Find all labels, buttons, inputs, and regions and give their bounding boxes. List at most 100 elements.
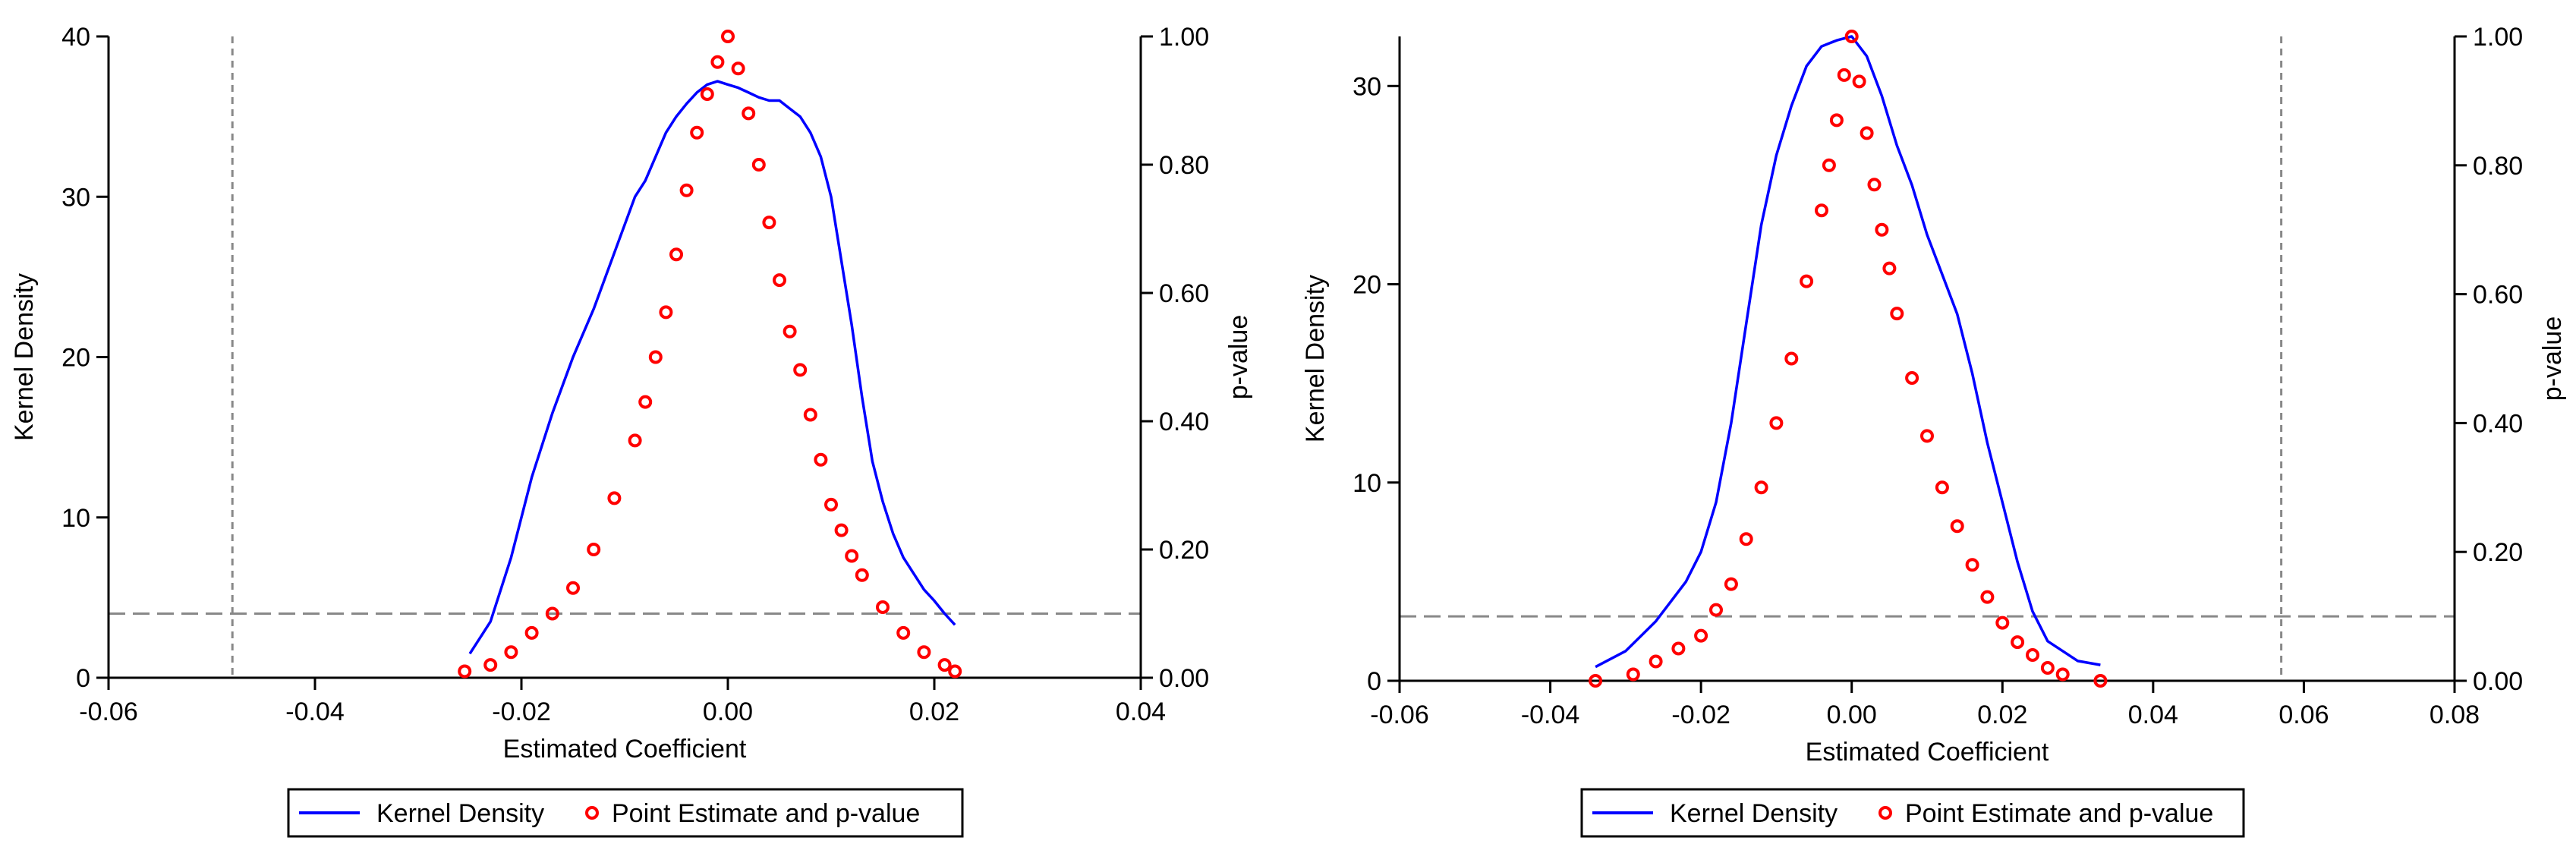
x-tick-label: 0.08 xyxy=(2430,701,2480,729)
point-estimate-marker xyxy=(545,606,559,621)
x-tick-label: 0.04 xyxy=(2128,701,2178,729)
point-estimate-marker xyxy=(2040,661,2055,675)
right-y-tick-label: 0.80 xyxy=(2473,152,2523,181)
point-estimate-marker xyxy=(566,581,580,595)
point-estimate-marker xyxy=(1935,480,1949,495)
point-estimate-marker xyxy=(1920,429,1934,443)
kernel-density-line xyxy=(1595,35,2101,669)
point-estimate-marker xyxy=(587,543,601,556)
point-estimate-marker xyxy=(876,600,890,614)
x-tick-label: 0.02 xyxy=(1977,701,2027,729)
point-estimate-marker xyxy=(1995,616,2010,630)
point-estimate-marker xyxy=(742,106,756,121)
point-estimate-marker xyxy=(1649,654,1663,669)
point-estimate-marker xyxy=(1626,667,1640,682)
point-estimate-marker xyxy=(1965,558,1979,572)
point-estimate-marker xyxy=(751,158,766,172)
point-estimate-marker xyxy=(773,273,786,288)
point-estimate-marker xyxy=(607,491,622,505)
point-estimate-marker xyxy=(1709,603,1723,617)
right-y-tick-label: 0.40 xyxy=(1159,408,1209,436)
x-tick-label: 0.02 xyxy=(909,697,959,726)
point-estimate-marker xyxy=(1754,480,1768,495)
kernel-density-line xyxy=(468,80,956,655)
point-estimate-marker xyxy=(1739,532,1753,546)
point-estimate-marker xyxy=(1837,68,1851,82)
legend-label-point-estimate: Point Estimate and p-value xyxy=(1905,799,2213,828)
point-estimate-marker xyxy=(1867,178,1882,192)
point-estimate-marker xyxy=(793,363,808,377)
point-estimate-marker xyxy=(731,61,745,76)
point-estimate-marker xyxy=(1671,641,1686,656)
x-tick-label: -0.04 xyxy=(285,697,345,726)
point-estimate-marker xyxy=(504,645,518,660)
point-estimate-marker xyxy=(721,30,735,43)
legend: Kernel Density Point Estimate and p-value xyxy=(1580,788,2245,838)
right-y-tick-label: 0.20 xyxy=(2473,538,2523,567)
point-estimate-marker xyxy=(1769,416,1784,430)
point-estimate-marker xyxy=(845,549,859,563)
right-y-tick-label: 0.80 xyxy=(1159,151,1209,180)
point-estimate-marker xyxy=(1815,203,1828,218)
point-estimate-marker xyxy=(2055,667,2070,682)
point-estimate-marker xyxy=(1890,307,1904,321)
point-estimate-marker xyxy=(1784,351,1799,366)
point-estimate-marker xyxy=(896,625,911,640)
right-y-tick-label: 0.20 xyxy=(1159,536,1209,565)
point-estimate-marker xyxy=(1800,274,1814,288)
right-chart-panel: -0.06 -0.04 -0.02 0.00 0.02 0.04 0.06 0.08 0 10 20… xyxy=(1301,23,2567,838)
point-estimate-marker xyxy=(638,395,653,409)
point-estimate-marker xyxy=(948,664,962,679)
point-estimate-marker xyxy=(2093,674,2108,688)
point-estimate-marker xyxy=(2011,635,2025,650)
point-estimate-marker xyxy=(1724,577,1738,591)
left-y-tick-label: 0 xyxy=(76,664,90,693)
point-estimate-marker xyxy=(917,645,931,660)
point-estimate-marker xyxy=(1822,158,1836,172)
legend-label-kernel-density: Kernel Density xyxy=(376,799,544,828)
x-tick-label: 0.06 xyxy=(2278,701,2329,729)
point-estimate-marker xyxy=(803,408,817,422)
legend-label-kernel-density: Kernel Density xyxy=(1670,799,1838,828)
point-estimate-marker xyxy=(1829,113,1844,128)
x-tick-label: -0.02 xyxy=(1671,701,1730,729)
left-y-tick-label: 10 xyxy=(1353,469,1381,498)
right-y-tick-label: 0.40 xyxy=(2473,409,2523,438)
point-estimate-marker xyxy=(1844,30,1859,43)
left-y-axis-title: Kernel Density xyxy=(10,273,39,441)
x-tick-label: 0.00 xyxy=(703,697,753,726)
left-y-axis-title: Kernel Density xyxy=(1301,275,1330,442)
left-y-tick-label: 40 xyxy=(61,23,90,52)
point-estimate-marker xyxy=(628,433,642,448)
legend-marker-swatch xyxy=(1878,806,1892,820)
legend-frame xyxy=(1580,788,2245,838)
point-estimate-marker xyxy=(937,658,952,672)
point-estimate-marker xyxy=(1860,126,1874,140)
point-estimate-marker xyxy=(1694,628,1708,643)
x-tick-label: -0.06 xyxy=(1370,701,1429,729)
point-estimate-marker xyxy=(458,664,472,679)
x-axis-title: Estimated Coefficient xyxy=(1806,738,2049,767)
point-estimate-marker xyxy=(2026,648,2039,662)
point-estimate-marker xyxy=(824,497,838,512)
x-tick-label: -0.02 xyxy=(492,697,551,726)
point-estimate-marker xyxy=(1905,371,1919,385)
point-estimate-marker xyxy=(783,324,797,338)
right-y-tick-label: 0.60 xyxy=(2473,281,2523,310)
x-axis-title: Estimated Coefficient xyxy=(503,735,747,764)
right-y-axis-title: p-value xyxy=(1224,315,1253,400)
point-estimate-marker xyxy=(1875,222,1889,237)
right-y-tick-label: 0.60 xyxy=(1159,279,1209,308)
legend-label-point-estimate: Point Estimate and p-value xyxy=(612,799,920,828)
left-y-tick-label: 0 xyxy=(1367,667,1381,696)
right-y-tick-label: 0.00 xyxy=(2473,667,2523,696)
point-estimate-marker xyxy=(669,247,683,262)
x-tick-label: 0.00 xyxy=(1827,701,1877,729)
point-estimate-marker xyxy=(648,350,663,364)
point-estimate-marker xyxy=(814,452,828,467)
point-estimate-marker xyxy=(690,125,704,140)
x-tick-label: 0.04 xyxy=(1116,697,1166,726)
right-y-tick-label: 0.00 xyxy=(1159,664,1209,693)
point-estimate-marker xyxy=(659,305,673,320)
